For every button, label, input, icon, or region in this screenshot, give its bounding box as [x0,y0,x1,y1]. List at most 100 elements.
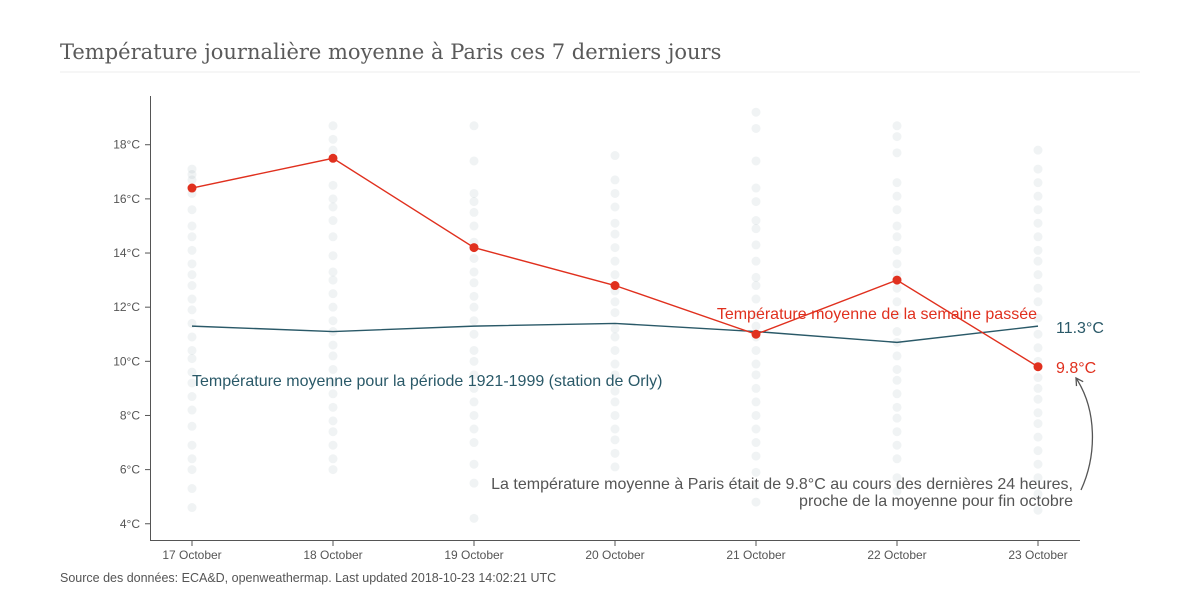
historical-daily-point [751,156,761,166]
historical-daily-point [892,454,902,464]
historical-daily-point [187,484,197,494]
historical-daily-point [1033,329,1043,339]
historical-daily-point [1033,432,1043,442]
historical-daily-point [892,327,902,337]
y-tick-label: 18°C [113,138,140,152]
historical-daily-point [469,278,479,288]
x-tick-label: 17 October [162,548,221,562]
x-axis-ticks: 17 October 18 October 19 October 20 October… [162,541,1068,562]
historical-daily-point [328,216,338,226]
historical-daily-point [328,194,338,204]
historical-daily-point [328,402,338,412]
past-week-point [1033,362,1043,372]
historical-daily-point [610,424,620,434]
historical-daily-point [1033,232,1043,242]
historical-daily-point [751,216,761,226]
historical-daily-point [892,297,902,307]
historical-daily-point [1033,373,1043,383]
past-week-point [892,275,902,285]
historical-daily-point [1033,394,1043,404]
historical-daily-point [187,440,197,450]
historical-daily-point [328,275,338,285]
historical-daily-point [187,245,197,255]
x-tick-label: 19 October [444,548,503,562]
historical-daily-point [469,121,479,131]
historical-daily-point [469,156,479,166]
historical-daily-point [469,356,479,366]
source-note: Source des données: ECA&D, openweatherma… [60,571,556,585]
historical-daily-point [469,478,479,488]
historical-daily-point [1033,218,1043,228]
historical-daily-point [328,289,338,299]
historical-daily-point [328,202,338,212]
historical-series-label: Température moyenne pour la période 1921… [192,373,663,390]
historical-daily-point [328,251,338,261]
historical-daily-point [328,134,338,144]
past-week-points [187,153,1043,372]
historical-daily-point [892,121,902,131]
historical-daily-point [187,232,197,242]
y-tick-label: 6°C [120,463,140,477]
historical-daily-point [1033,245,1043,255]
past-week-series-label: Température moyenne de la semaine passée [717,306,1037,323]
historical-daily-point [1033,473,1043,483]
historical-daily-point [751,451,761,461]
historical-daily-point [328,340,338,350]
historical-daily-point [892,259,902,269]
historical-daily-point [751,410,761,420]
historical-daily-point [751,310,761,320]
chart-title: Température journalière moyenne à Paris … [60,40,721,64]
y-tick-label: 12°C [113,300,140,314]
historical-daily-point [469,397,479,407]
historical-daily-point [892,473,902,483]
historical-daily-point [469,302,479,312]
historical-daily-point [610,397,620,407]
historical-daily-point [187,175,197,185]
historical-daily-point [610,462,620,472]
historical-daily-point [892,148,902,158]
historical-daily-point [1033,205,1043,215]
historical-daily-point [1033,489,1043,499]
historical-daily-point [1033,283,1043,293]
historical-daily-point [751,383,761,393]
historical-daily-points [187,107,1043,523]
historical-daily-point [892,402,902,412]
historical-daily-point [610,218,620,228]
historical-daily-point [469,188,479,198]
historical-daily-point [328,232,338,242]
historical-daily-point [328,121,338,131]
historical-daily-point [1033,297,1043,307]
historical-daily-point [610,308,620,318]
historical-daily-point [751,467,761,477]
historical-daily-point [328,180,338,190]
historical-daily-point [469,316,479,326]
historical-daily-point [610,359,620,369]
historical-daily-point [328,454,338,464]
x-tick-label: 23 October [1008,548,1067,562]
historical-daily-point [469,291,479,301]
historical-daily-point [1033,178,1043,188]
historical-daily-point [892,221,902,231]
historical-daily-point [610,270,620,280]
historical-daily-point [751,272,761,282]
historical-daily-point [328,351,338,361]
historical-daily-point [187,392,197,402]
historical-daily-point [751,397,761,407]
historical-daily-point [892,232,902,242]
historical-daily-point [892,132,902,142]
historical-daily-point [751,424,761,434]
annotation-arrow [1075,376,1094,491]
historical-daily-point [328,427,338,437]
historical-daily-point [187,164,197,174]
historical-daily-point [751,183,761,193]
historical-daily-point [1033,505,1043,515]
historical-daily-point [187,259,197,269]
historical-daily-point [751,107,761,117]
historical-daily-point [187,332,197,342]
y-tick-label: 4°C [120,517,140,531]
past-week-point [469,243,479,253]
past-week-end-value-label: 9.8°C [1056,360,1096,377]
historical-daily-point [469,221,479,231]
historical-average-line [191,322,1039,344]
historical-daily-point [1033,256,1043,266]
